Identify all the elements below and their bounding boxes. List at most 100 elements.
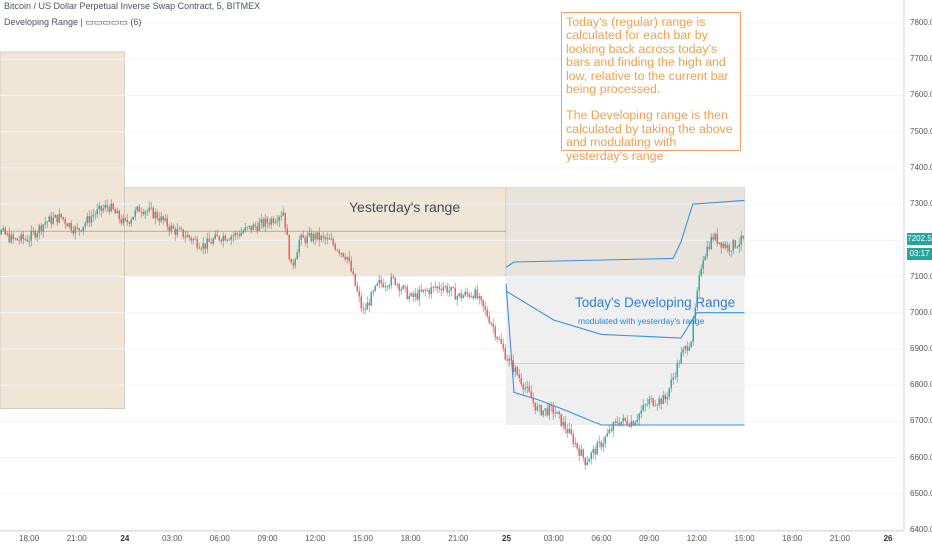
candle-body <box>384 286 386 288</box>
candle <box>6 230 8 237</box>
candle-body <box>110 203 112 212</box>
candle <box>642 398 644 412</box>
candle <box>198 243 200 250</box>
candle <box>96 203 98 218</box>
candle <box>224 233 226 242</box>
candle-body <box>658 398 660 405</box>
candle-body <box>198 247 200 249</box>
candle-body <box>214 234 216 240</box>
candle-body <box>414 293 416 297</box>
candle-body <box>674 377 676 378</box>
candle-body <box>256 226 258 231</box>
candle-body <box>100 205 102 211</box>
candle-body <box>466 291 468 294</box>
candle-body <box>638 413 640 420</box>
candle <box>396 282 398 289</box>
candle-body <box>438 286 440 289</box>
candle <box>550 401 552 412</box>
price-tick-label: 6600.0 <box>910 452 932 462</box>
candle-body <box>730 250 732 252</box>
candle-body <box>670 379 672 389</box>
candle-body <box>194 238 196 240</box>
candle-body <box>362 308 364 310</box>
candle <box>574 437 576 448</box>
candle-body <box>346 257 348 260</box>
candle <box>44 216 46 229</box>
candle-body <box>726 245 728 248</box>
candle-body <box>66 223 68 227</box>
candle-body <box>184 237 186 238</box>
candle-body <box>588 459 590 463</box>
candle <box>132 216 134 221</box>
candle-body <box>146 210 148 212</box>
candle <box>632 420 634 427</box>
candle-body <box>454 287 456 300</box>
candle <box>426 288 428 292</box>
candle-body <box>336 249 338 251</box>
candle-body <box>408 295 410 300</box>
candle <box>16 237 18 241</box>
candle-body <box>94 214 96 216</box>
candle-body <box>632 421 634 426</box>
time-tick-label: 21:00 <box>829 534 850 543</box>
candle-body <box>46 221 48 223</box>
price-tick-label: 6700.0 <box>910 416 932 426</box>
candle <box>470 292 472 298</box>
candle <box>376 282 378 287</box>
candle <box>630 414 632 429</box>
candle <box>718 242 720 245</box>
candle-body <box>344 256 346 260</box>
candle-body <box>230 236 232 240</box>
candle <box>80 229 82 233</box>
candle-body <box>556 411 558 414</box>
candle <box>70 219 72 234</box>
candle <box>590 450 592 465</box>
indicator-legend[interactable]: Developing Range | ▭▭▭▭▭ (6) <box>4 17 142 27</box>
candle-body <box>706 246 708 257</box>
candle-body <box>446 286 448 293</box>
candle-body <box>722 243 724 248</box>
candle-body <box>600 441 602 448</box>
candle-body <box>8 233 10 243</box>
candle <box>52 211 54 226</box>
candle-body <box>330 239 332 240</box>
candle <box>492 318 494 334</box>
candle <box>152 206 154 219</box>
developing-range-sublabel: modulated with yesterday's range <box>578 316 705 326</box>
candle-body <box>172 225 174 229</box>
candle <box>108 204 110 215</box>
candle-body <box>666 396 668 400</box>
candle <box>656 403 658 411</box>
candle <box>586 455 588 466</box>
candle-body <box>486 309 488 317</box>
candle <box>156 209 158 221</box>
candle <box>528 381 530 393</box>
candle-body <box>388 285 390 288</box>
candle <box>294 257 296 269</box>
candle-body <box>488 316 490 323</box>
candle <box>176 222 178 238</box>
candle-body <box>78 228 80 231</box>
candle <box>438 282 440 293</box>
time-tick-label: 15:00 <box>734 534 755 543</box>
candle-body <box>42 224 44 232</box>
candle <box>226 238 228 243</box>
candle <box>244 222 246 233</box>
candle-body <box>582 449 584 458</box>
note-paragraph-1: Today's (regular) range is calculated fo… <box>566 15 729 97</box>
candle <box>614 418 616 427</box>
candle-body <box>610 429 612 431</box>
candle <box>472 294 474 300</box>
candle-body <box>574 443 576 445</box>
candle <box>254 221 256 230</box>
candle <box>126 213 128 226</box>
candle <box>442 281 444 294</box>
candle <box>150 202 152 211</box>
candle-body <box>220 239 222 242</box>
candle <box>694 303 696 324</box>
candle-body <box>292 262 294 266</box>
candle <box>702 255 704 274</box>
price-tick-label: 7300.0 <box>910 199 932 209</box>
candle <box>532 392 534 407</box>
